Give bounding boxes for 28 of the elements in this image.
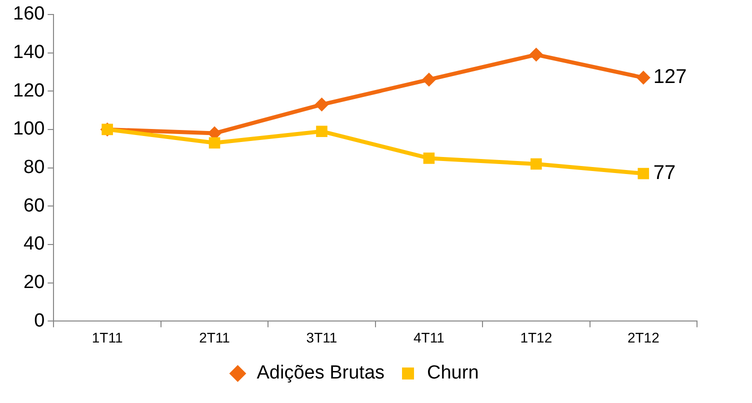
point <box>636 70 650 85</box>
point <box>530 158 542 170</box>
point <box>423 152 435 164</box>
point <box>529 48 544 62</box>
legend-label: Adições Brutas <box>256 362 385 384</box>
point <box>638 168 650 180</box>
point <box>316 126 328 138</box>
y-tick-label: 100 <box>13 118 45 140</box>
x-tick-label: 1T11 <box>92 329 123 346</box>
y-tick-label: 80 <box>24 157 45 178</box>
y-tick-label: 0 <box>34 310 45 332</box>
y-tick-label: 120 <box>13 80 45 102</box>
y-tick-label: 140 <box>13 42 45 63</box>
x-tick-label: 4T11 <box>414 329 445 346</box>
data-label: 77 <box>653 162 676 184</box>
y-tick-label: 40 <box>24 234 45 255</box>
x-tick-label: 2T11 <box>199 329 230 346</box>
data-label: 127 <box>653 66 687 88</box>
x-tick-label: 2T12 <box>627 329 660 346</box>
x-tick-label: 1T12 <box>520 329 552 346</box>
point <box>314 98 329 112</box>
legend-label: Churn <box>427 362 479 384</box>
y-tick-label: 60 <box>24 195 45 216</box>
point <box>208 137 220 149</box>
point <box>422 72 436 87</box>
x-tick-label: 3T11 <box>306 329 338 346</box>
y-tick-label: 20 <box>24 272 45 294</box>
y-tick-label: 160 <box>13 4 45 25</box>
